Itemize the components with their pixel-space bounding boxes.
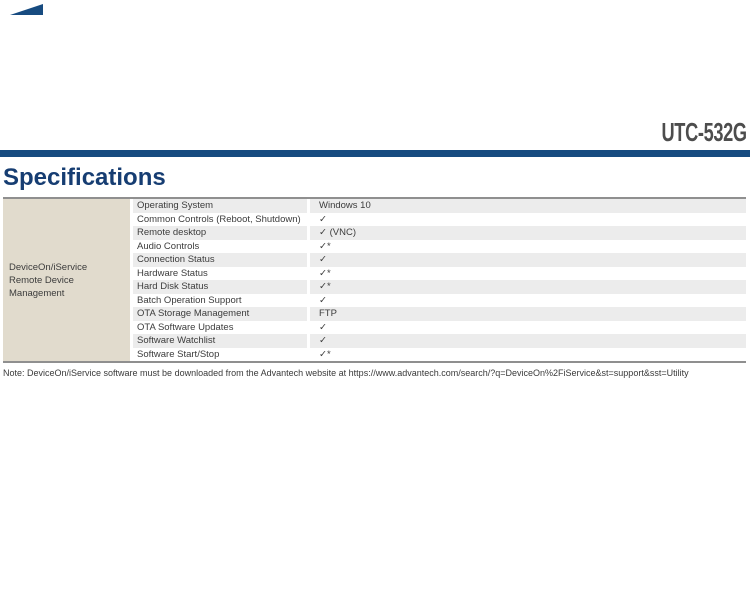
table-row: Common Controls (Reboot, Shutdown) ✓ (133, 213, 746, 227)
spec-label: Operating System (133, 199, 307, 213)
footnote: Note: DeviceOn/iService software must be… (3, 368, 689, 378)
spec-label: Common Controls (Reboot, Shutdown) (137, 213, 301, 225)
spec-value: Windows 10 (310, 199, 746, 213)
spec-table: DeviceOn/iService Remote Device Manageme… (3, 197, 746, 363)
table-row: OTA Software Updates ✓ (133, 321, 746, 335)
spec-label: Remote desktop (133, 226, 307, 240)
table-row: Hardware Status ✓* (133, 267, 746, 281)
spec-label: OTA Software Updates (137, 321, 234, 333)
table-row: Operating System Windows 10 (133, 199, 746, 213)
table-group-cell: DeviceOn/iService Remote Device Manageme… (3, 199, 130, 361)
spec-label: Batch Operation Support (137, 294, 242, 306)
table-row: OTA Storage Management FTP (133, 307, 746, 321)
spec-value: ✓* (319, 240, 331, 252)
spec-value: ✓ (310, 253, 746, 267)
table-row: Connection Status ✓ (133, 253, 746, 267)
spec-value: ✓ (319, 321, 327, 333)
spec-value: ✓ (VNC) (310, 226, 746, 240)
spec-label: Connection Status (133, 253, 307, 267)
spec-rows: Operating System Windows 10 Common Control… (133, 199, 746, 361)
spec-value: ✓* (310, 280, 746, 294)
spec-label: Software Watchlist (133, 334, 307, 348)
spec-value: ✓* (319, 267, 331, 279)
group-label-line2: Remote Device Management (9, 274, 74, 299)
spec-label: Hard Disk Status (133, 280, 307, 294)
table-row: Remote desktop ✓ (VNC) (133, 226, 746, 240)
table-row: Audio Controls ✓* (133, 240, 746, 254)
group-label-line1: DeviceOn/iService (9, 261, 88, 273)
spec-label: Audio Controls (137, 240, 200, 252)
table-row: Hard Disk Status ✓* (133, 280, 746, 294)
header-divider-rule (0, 150, 750, 157)
table-row: Batch Operation Support ✓ (133, 294, 746, 308)
spec-label: Hardware Status (137, 267, 208, 279)
spec-label: OTA Storage Management (133, 307, 307, 321)
table-row: Software Start/Stop ✓* (133, 348, 746, 362)
spec-label: Software Start/Stop (137, 348, 220, 360)
spec-value: ✓ (310, 334, 746, 348)
spec-value: FTP (310, 307, 746, 321)
page-title: Specifications (3, 164, 166, 191)
spec-value: ✓ (319, 294, 327, 306)
corner-accent-triangle-icon (10, 4, 43, 15)
spec-value: ✓ (319, 213, 327, 225)
spec-value: ✓* (319, 348, 331, 360)
table-row: Software Watchlist ✓ (133, 334, 746, 348)
product-code: UTC-532G (661, 117, 748, 147)
